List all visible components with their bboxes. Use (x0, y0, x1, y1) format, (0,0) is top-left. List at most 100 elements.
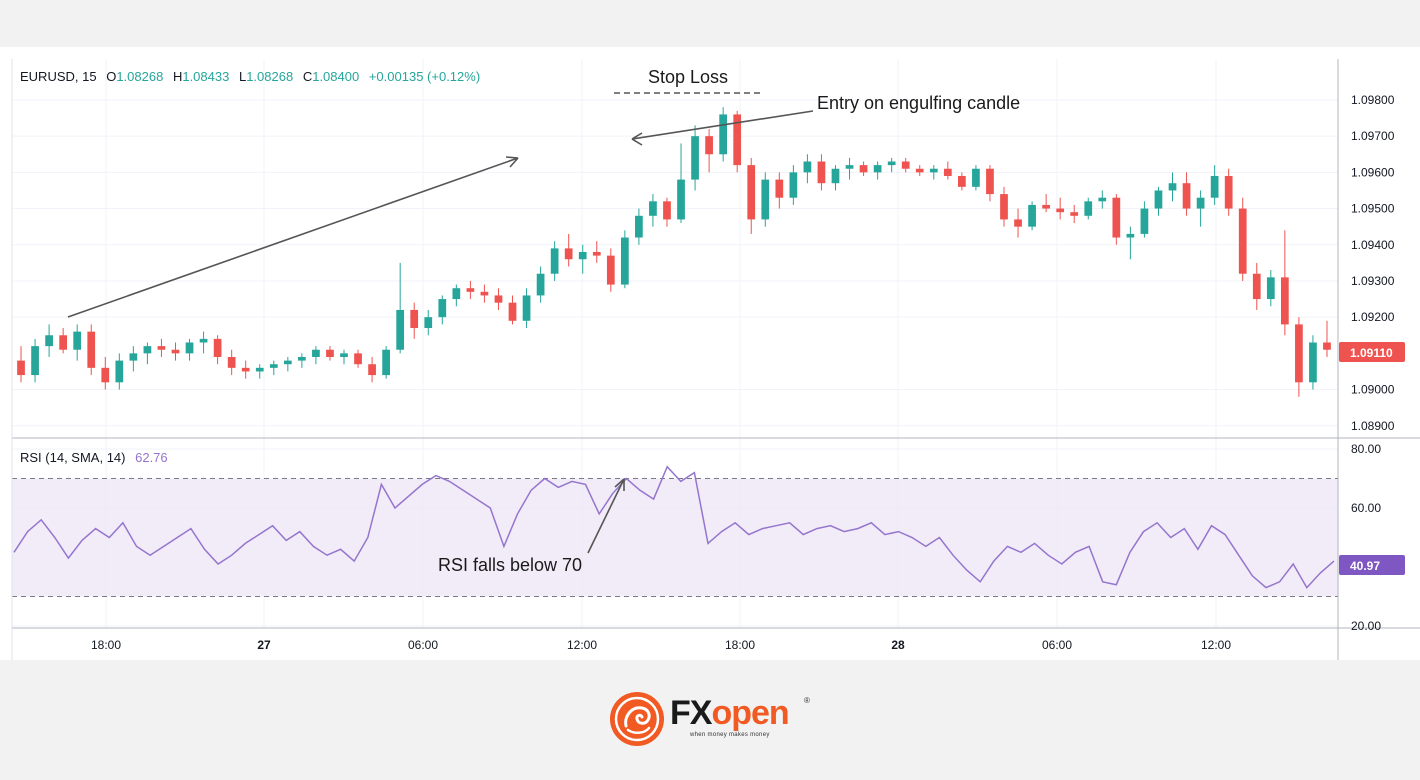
candle (508, 295, 517, 325)
candle (452, 284, 461, 307)
candle (649, 194, 657, 227)
candle (1084, 197, 1093, 220)
candle (298, 353, 306, 368)
chart-card: 1.09800 1.09700 1.09600 1.09500 1.09400 1.093… (0, 47, 1420, 660)
current-rsi-badge-bg (1339, 555, 1405, 575)
candle (410, 302, 419, 339)
legend-l-label: L (239, 69, 246, 84)
entry-arrow (631, 110, 814, 140)
candles (17, 107, 1331, 397)
candle (1098, 190, 1107, 209)
candle (1182, 172, 1191, 216)
candle (1295, 317, 1303, 397)
candle (564, 233, 573, 267)
price-tick-label: 1.08900 (1351, 419, 1395, 433)
candle (312, 346, 320, 365)
candle (986, 165, 994, 202)
candle (45, 324, 53, 357)
rsi-legend: RSI (14, SMA, 14) 62.76 (20, 450, 168, 465)
candle (354, 349, 362, 368)
candle (73, 324, 82, 361)
candle (382, 346, 390, 379)
legend-h-label: H (173, 69, 182, 84)
footer (0, 660, 1420, 780)
candle (283, 356, 292, 372)
candle (958, 172, 966, 191)
candle (789, 165, 798, 205)
candle (943, 161, 952, 180)
rsi-legend-label: RSI (14, SMA, 14) (20, 450, 125, 465)
price-tick-label: 1.09200 (1351, 310, 1395, 324)
candle (213, 335, 222, 365)
candle (1028, 201, 1036, 231)
candle (1140, 201, 1149, 238)
candle (1056, 197, 1065, 220)
candle (1168, 172, 1177, 202)
fxopen-logo[interactable]: FXopen ® when money makes money (608, 690, 818, 750)
price-tick-label: 1.09000 (1351, 383, 1395, 397)
candle (1266, 270, 1275, 307)
candle (845, 157, 854, 180)
rsi-tick-label: 80.00 (1351, 442, 1381, 456)
legend-change: +0.00135 (+0.12%) (369, 69, 480, 84)
candle (326, 346, 334, 361)
candle (831, 165, 840, 191)
rsi-tick-label: 20.00 (1351, 619, 1381, 633)
candle (1210, 165, 1219, 205)
rsi-note-label: RSI falls below 70 (438, 555, 582, 575)
price-tick-label: 1.09400 (1351, 238, 1395, 252)
candle (1042, 194, 1050, 213)
candle (803, 154, 812, 184)
candle (129, 346, 138, 372)
legend-o-label: O (106, 69, 116, 84)
candle (915, 165, 924, 176)
rsi-legend-value: 62.76 (135, 450, 168, 465)
candle (775, 172, 784, 209)
candle (340, 349, 348, 365)
candle (606, 248, 615, 292)
candle (438, 295, 447, 325)
legend-header: EURUSD, 15 O1.08268 H1.08433 L1.08268 C1… (20, 69, 480, 84)
candle (494, 288, 503, 310)
chart-canvas[interactable]: 1.09800 1.09700 1.09600 1.09500 1.09400 1.093… (0, 47, 1420, 660)
candle (255, 364, 264, 379)
candle (31, 338, 39, 383)
candle (972, 165, 980, 191)
rsi-axis[interactable]: 80.00 60.00 20.00 (1351, 442, 1381, 633)
candle (199, 331, 208, 354)
candle (466, 280, 475, 300)
candle (227, 349, 236, 376)
candle (817, 154, 826, 191)
candle (143, 342, 152, 365)
candle (269, 360, 278, 376)
time-tick-label: 12:00 (567, 638, 597, 652)
candle (929, 165, 938, 180)
candle (1126, 226, 1135, 260)
time-tick-label: 28 (891, 638, 905, 652)
candle (185, 338, 194, 361)
candle (87, 324, 96, 376)
candle (396, 262, 405, 354)
legend-c-value: 1.08400 (312, 69, 359, 84)
trend-arrow-head (505, 156, 519, 168)
candle (635, 208, 643, 245)
trend-arrow (67, 157, 519, 318)
brand-registered: ® (804, 696, 810, 705)
current-rsi-badge: 40.97 (1350, 559, 1380, 573)
rsi-arrow-head (614, 478, 625, 491)
candle (1070, 204, 1079, 224)
time-tick-label: 18:00 (91, 638, 121, 652)
candle (691, 125, 699, 191)
candle (901, 157, 910, 173)
legend-l-value: 1.08268 (246, 69, 293, 84)
rsi-arrow (587, 478, 625, 554)
brand-name-open: open (711, 694, 789, 732)
candle (663, 197, 671, 227)
price-axis[interactable]: 1.09800 1.09700 1.09600 1.09500 1.09400 1.093… (1351, 93, 1395, 433)
rsi-tick-label: 60.00 (1351, 501, 1381, 515)
legend-symbol: EURUSD, 15 (20, 69, 97, 84)
candle (761, 172, 770, 227)
candle (1112, 194, 1121, 245)
rsi-band (12, 478, 1338, 597)
time-axis[interactable]: 18:00 27 06:00 12:00 18:00 28 06:00 12:00 (91, 638, 1231, 652)
